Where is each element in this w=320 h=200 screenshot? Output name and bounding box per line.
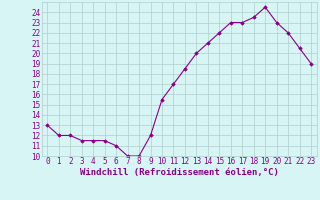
X-axis label: Windchill (Refroidissement éolien,°C): Windchill (Refroidissement éolien,°C) (80, 168, 279, 177)
